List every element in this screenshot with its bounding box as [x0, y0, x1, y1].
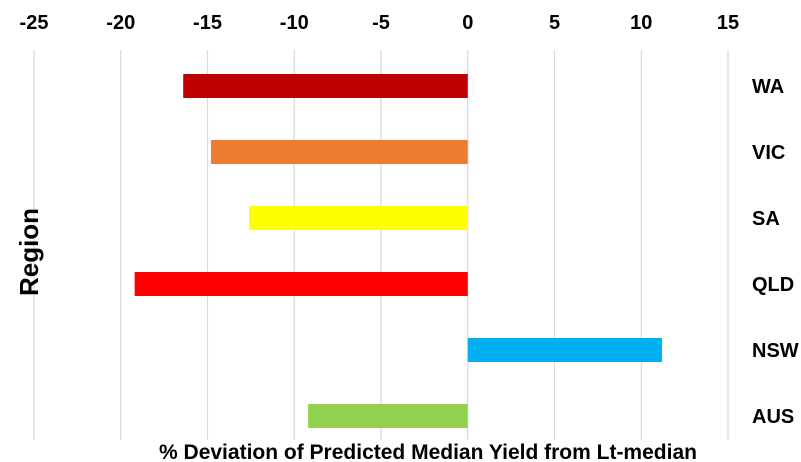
y-axis-label: Region: [14, 208, 44, 296]
category-label-wa: WA: [752, 76, 784, 98]
x-axis-label: % Deviation of Predicted Median Yield fr…: [159, 441, 697, 462]
category-labels: WA VIC SA QLD NSW AUS: [752, 76, 799, 428]
category-label-vic: VIC: [752, 142, 785, 164]
bar-nsw: [467, 338, 663, 362]
x-tick-label: -20: [106, 12, 135, 34]
bar-aus: [308, 404, 468, 428]
x-tick-label: 0: [462, 12, 473, 34]
x-tick-label: -15: [193, 12, 222, 34]
category-label-qld: QLD: [752, 274, 794, 296]
bar-sa: [249, 206, 468, 230]
category-label-sa: SA: [752, 208, 780, 230]
x-tick-label: 15: [717, 12, 739, 34]
x-tick-label: -5: [372, 12, 390, 34]
category-label-aus: AUS: [752, 406, 794, 428]
x-tick-label: 10: [630, 12, 652, 34]
x-tick-label: 5: [549, 12, 560, 34]
gridlines: [33, 50, 729, 440]
bar-vic: [210, 140, 468, 164]
x-axis-tick-labels: -25 -20 -15 -10 -5 0 5 10 15: [20, 12, 740, 34]
x-tick-label: -10: [280, 12, 309, 34]
category-label-nsw: NSW: [752, 340, 799, 362]
x-tick-label: -25: [20, 12, 49, 34]
bar-series: [134, 74, 663, 428]
bar-qld: [134, 272, 468, 296]
bar-wa: [183, 74, 468, 98]
